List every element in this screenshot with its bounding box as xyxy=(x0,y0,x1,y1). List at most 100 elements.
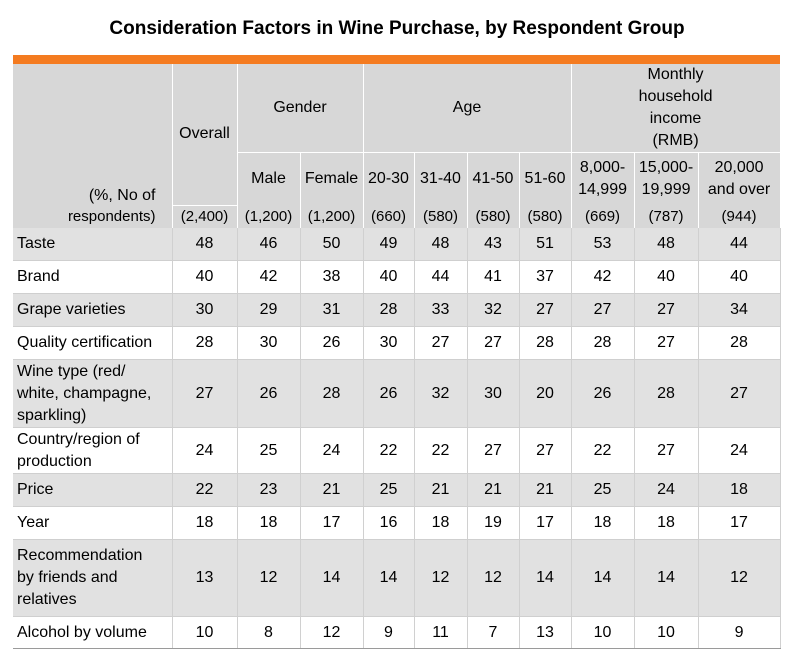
table-row: Country/region of production 24 25 24 22 22 27 2… xyxy=(13,427,781,474)
table-cell: 27 xyxy=(571,293,635,327)
column-header-overall: Overall xyxy=(172,64,238,206)
table-cell: 26 xyxy=(363,359,415,428)
table-title: Consideration Factors in Wine Purchase, … xyxy=(109,18,685,39)
table-cell: 12 xyxy=(467,539,520,617)
row-label-line: Grape varieties xyxy=(17,301,126,318)
row-label-line: by friends and xyxy=(17,569,118,586)
column-header-label: and over xyxy=(707,181,771,198)
row-label: Taste xyxy=(13,227,173,261)
table-cell: 30 xyxy=(172,293,238,327)
table-cell: 9 xyxy=(698,616,781,649)
table-cell: 24 xyxy=(172,427,238,474)
row-label-line: Quality certification xyxy=(17,334,153,351)
table-cell: 28 xyxy=(172,326,238,360)
table-cell: 28 xyxy=(519,326,572,360)
row-label-line: Price xyxy=(17,481,54,498)
stub-label-line: (%, No of xyxy=(88,187,156,204)
row-label-line: white, champagne, xyxy=(17,384,152,402)
table-cell: 22 xyxy=(414,427,468,474)
table-cell: 22 xyxy=(172,473,238,507)
row-label: Recommendation by friends and relatives xyxy=(13,539,173,617)
table-row: Taste 48 46 50 49 48 43 51 53 48 44 xyxy=(13,227,781,261)
row-label: Quality certification xyxy=(13,326,173,360)
sample-size: (660) xyxy=(363,205,415,228)
table-row: Year 18 18 17 16 18 19 17 18 18 17 xyxy=(13,506,781,540)
table-cell: 33 xyxy=(414,293,468,327)
table-cell: 22 xyxy=(571,427,635,474)
column-header-age-51-60: 51-60 xyxy=(519,152,572,205)
table-row: Recommendation by friends and relatives 13 1… xyxy=(13,539,781,617)
row-label-line: production xyxy=(17,452,92,470)
column-header-label: 15,000- xyxy=(638,159,694,176)
table-cell: 31 xyxy=(300,293,364,327)
table-body: Taste 48 46 50 49 48 43 51 53 48 44 Brand 40 42 38 40 44… xyxy=(13,227,781,649)
table-cell: 17 xyxy=(300,506,364,540)
table-cell: 12 xyxy=(237,539,301,617)
table-cell: 19 xyxy=(467,506,520,540)
column-header-label: Male xyxy=(251,170,286,187)
sample-size: (580) xyxy=(414,205,468,228)
stub-header: (%, No of xyxy=(13,64,173,205)
table-cell: 9 xyxy=(363,616,415,649)
table-cell: 22 xyxy=(363,427,415,474)
table-cell: 7 xyxy=(467,616,520,649)
table-cell: 44 xyxy=(698,227,781,261)
table-cell: 12 xyxy=(300,616,364,649)
table-cell: 14 xyxy=(634,539,699,617)
table-cell: 50 xyxy=(300,227,364,261)
column-header-age-20-30: 20-30 xyxy=(363,152,415,205)
table-cell: 20 xyxy=(519,359,572,428)
table-cell: 10 xyxy=(634,616,699,649)
table-cell: 48 xyxy=(414,227,468,261)
table-cell: 14 xyxy=(571,539,635,617)
column-header-income-20000: 20,000 and over xyxy=(698,152,781,205)
column-header-label: 14,999 xyxy=(578,181,627,198)
row-label-line: Brand xyxy=(17,268,60,285)
table-cell: 21 xyxy=(414,473,468,507)
sample-size: (580) xyxy=(467,205,520,228)
table-cell: 12 xyxy=(414,539,468,617)
row-label-line: Wine type (red/ xyxy=(17,362,126,380)
table-cell: 27 xyxy=(634,427,699,474)
column-header-female: Female xyxy=(300,152,364,205)
table-cell: 14 xyxy=(300,539,364,617)
table-cell: 24 xyxy=(634,473,699,507)
table-cell: 24 xyxy=(698,427,781,474)
table-cell: 30 xyxy=(237,326,301,360)
table-cell: 26 xyxy=(300,326,364,360)
table-cell: 21 xyxy=(519,473,572,507)
table-cell: 48 xyxy=(634,227,699,261)
table-cell: 17 xyxy=(698,506,781,540)
table-cell: 27 xyxy=(172,359,238,428)
table-cell: 42 xyxy=(237,260,301,294)
table-cell: 27 xyxy=(634,326,699,360)
column-header-label: 31-40 xyxy=(420,170,461,187)
table-cell: 10 xyxy=(172,616,238,649)
table-row: Alcohol by volume 10 8 12 9 11 7 13 10 10 9 xyxy=(13,616,781,649)
table-cell: 16 xyxy=(363,506,415,540)
table-cell: 34 xyxy=(698,293,781,327)
table-cell: 26 xyxy=(237,359,301,428)
row-label-line: Country/region of xyxy=(17,430,140,448)
table-cell: 27 xyxy=(698,359,781,428)
table-cell: 12 xyxy=(698,539,781,617)
column-header-label: 20,000 xyxy=(714,159,764,176)
sample-size: (2,400) xyxy=(172,205,238,228)
table-cell: 18 xyxy=(571,506,635,540)
row-label: Country/region of production xyxy=(13,427,173,474)
table-cell: 40 xyxy=(698,260,781,294)
table-cell: 25 xyxy=(237,427,301,474)
table-row: Quality certification 28 30 26 30 27 27 28 28 27 2… xyxy=(13,326,781,360)
table-cell: 27 xyxy=(634,293,699,327)
table-cell: 29 xyxy=(237,293,301,327)
table-cell: 23 xyxy=(237,473,301,507)
table-cell: 41 xyxy=(467,260,520,294)
column-header-age-31-40: 31-40 xyxy=(414,152,468,205)
stub-header-line2: respondents) xyxy=(13,205,173,228)
group-header-gender: Gender xyxy=(237,64,364,153)
table-cell: 48 xyxy=(172,227,238,261)
table-cell: 27 xyxy=(467,427,520,474)
row-label: Price xyxy=(13,473,173,507)
table-cell: 30 xyxy=(363,326,415,360)
group-header-age: Age xyxy=(363,64,572,153)
